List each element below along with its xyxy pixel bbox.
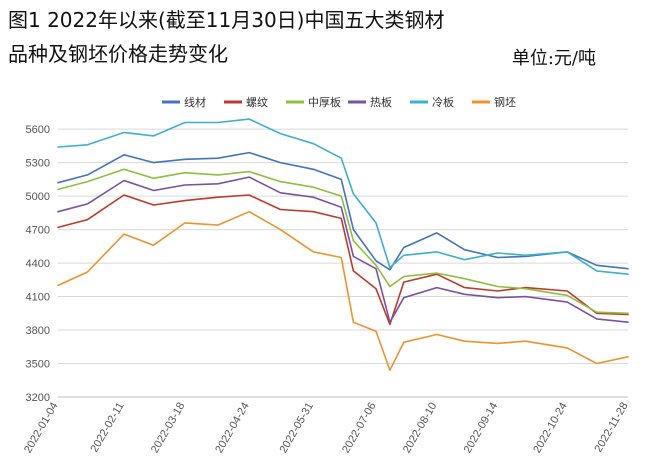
gridlines bbox=[58, 128, 628, 398]
legend-label: 中厚板 bbox=[308, 95, 341, 109]
x-tick-label: 2022-04-24 bbox=[213, 401, 252, 456]
legend-label: 线材 bbox=[184, 95, 206, 109]
series-line bbox=[57, 168, 629, 315]
x-tick-label: 2022-05-31 bbox=[278, 401, 317, 456]
x-tick-label: 2022-07-06 bbox=[340, 401, 379, 456]
legend-label: 螺纹 bbox=[246, 95, 268, 109]
chart-title-line1: 图1 2022年以来(截至11月30日)中国五大类钢材 bbox=[8, 8, 445, 32]
x-tick-label: 2022-02-11 bbox=[89, 401, 127, 455]
legend-label: 冷板 bbox=[432, 95, 454, 109]
series-line bbox=[57, 118, 629, 276]
x-tick-label: 2022-10-24 bbox=[531, 401, 570, 456]
y-tick-label: 5000 bbox=[26, 191, 50, 203]
series-line bbox=[57, 151, 629, 271]
y-tick-label: 4100 bbox=[26, 292, 50, 304]
y-tick-label: 3500 bbox=[26, 359, 50, 371]
chart-title-line2: 品种及钢坯价格走势变化 bbox=[8, 42, 228, 66]
x-tick-label: 2022-11-28 bbox=[592, 401, 630, 455]
legend-label: 钢坯 bbox=[494, 96, 516, 109]
x-tick-label: 2022-08-10 bbox=[401, 401, 440, 456]
x-tick-label: 2022-01-04 bbox=[22, 401, 61, 456]
legend-label: 热板 bbox=[370, 95, 392, 109]
x-tick-label: 2022-09-14 bbox=[462, 401, 501, 456]
x-tick-label: 2022-03-18 bbox=[149, 401, 188, 456]
y-tick-label: 4400 bbox=[26, 258, 50, 270]
y-tick-label: 3200 bbox=[26, 392, 50, 404]
y-tick-label: 3800 bbox=[26, 325, 50, 337]
series-line bbox=[57, 210, 629, 372]
series-line bbox=[57, 176, 629, 324]
y-tick-label: 5300 bbox=[26, 158, 50, 170]
legend: 线材 螺纹 中厚板 热板 冷板 钢坯 bbox=[162, 95, 516, 109]
series-lines bbox=[57, 118, 629, 372]
y-tick-label: 5600 bbox=[26, 124, 50, 136]
unit-label: 单位:元/吨 bbox=[511, 48, 596, 69]
y-tick-label: 4700 bbox=[26, 225, 50, 237]
